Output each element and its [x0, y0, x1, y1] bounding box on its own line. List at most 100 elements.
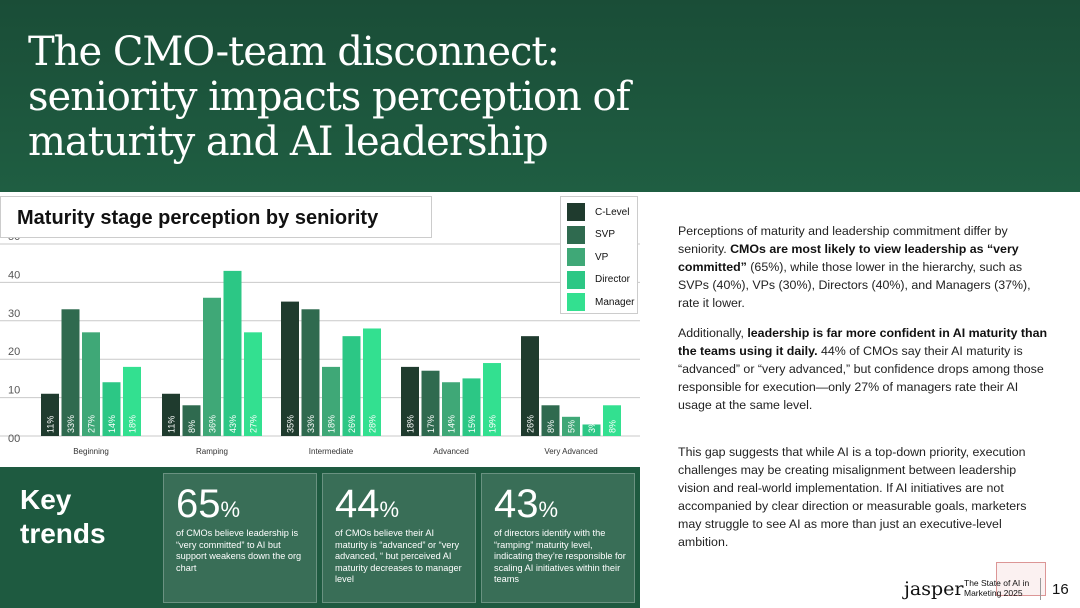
seal-stamp-icon: [996, 562, 1046, 596]
text-segment: 44% of CMOs say their AI maturity is “ad…: [678, 344, 1044, 412]
bar-value-label: 14%: [447, 415, 457, 433]
y-tick-label: 00: [8, 433, 20, 445]
bar: [244, 332, 262, 436]
bar: [582, 424, 601, 436]
trend-value: 65: [176, 482, 221, 526]
trend-description: of CMOs believe their AI maturity is “ad…: [335, 528, 462, 584]
bar: [82, 332, 100, 436]
key-trends-section: [0, 467, 640, 608]
bar-value-label: 26%: [526, 415, 536, 433]
bar: [462, 378, 481, 436]
title-line: maturity and AI leadership: [28, 119, 549, 165]
legend-label: SVP: [595, 229, 616, 240]
bar: [203, 297, 221, 436]
legend-item: Manager: [567, 293, 634, 311]
bar: [421, 370, 440, 436]
bar-value-label: 17%: [426, 415, 436, 433]
bar: [521, 336, 539, 436]
body-paragraph-2: Additionally, leadership is far more con…: [678, 324, 1048, 414]
trend-percent: %: [220, 497, 241, 522]
bar-value-label: 19%: [488, 415, 498, 433]
trend-value: 43: [494, 482, 539, 526]
bar: [603, 405, 621, 436]
bold-text: leadership is far more confident in AI m…: [678, 326, 1048, 358]
legend-label: VP: [595, 251, 609, 263]
brand-logo: jasper: [904, 578, 964, 600]
text-segment: Perceptions of maturity and leadership c…: [678, 224, 1008, 256]
bold-text: CMOs are most likely to view leadership …: [678, 242, 1019, 274]
trend-value: 44: [335, 482, 380, 526]
trend-card-1: 65% of CMOs believe leadership is “very …: [163, 473, 317, 603]
y-tick-label: 20: [8, 346, 20, 358]
trend-description: of CMOs believe leadership is “very comm…: [176, 528, 302, 573]
report-name-line: Marketing 2025: [964, 587, 1023, 598]
chart-title: Maturity stage perception by seniority: [0, 196, 432, 238]
bar: [281, 301, 299, 436]
bar-value-label: 15%: [467, 415, 477, 433]
bar: [322, 366, 340, 436]
category-label: Beginning: [73, 447, 109, 456]
trend-percent: %: [538, 497, 559, 522]
bar: [123, 366, 141, 436]
y-tick-label: 10: [8, 385, 20, 397]
bar-chart: 00102030405011%33%27%14%18%Beginning11%8…: [0, 231, 640, 456]
bar: [41, 393, 59, 436]
category-label: Intermediate: [309, 447, 354, 456]
bar-value-label: 18%: [406, 415, 416, 433]
category-label: Ramping: [196, 447, 228, 456]
header-banner: [0, 0, 1080, 192]
bar-value-label: 36%: [208, 415, 218, 433]
bar-value-label: 27%: [87, 415, 97, 433]
y-tick-label: 30: [8, 308, 20, 320]
trend-card-3: 43% of directors identify with the “ramp…: [481, 473, 635, 603]
text-segment: This gap suggests that while AI is a top…: [678, 445, 1027, 549]
legend-swatch: [567, 248, 585, 266]
trend-description: of directors identify with the “ramping”…: [494, 528, 626, 584]
bar: [61, 309, 80, 436]
title-line: The CMO-team disconnect:: [28, 29, 560, 75]
legend-label: C-Level: [595, 206, 630, 218]
trend-number: 65%: [176, 480, 240, 534]
bar-value-label: 11%: [167, 416, 177, 433]
chart-legend: C-Level SVP VP Director Manager: [560, 196, 638, 314]
bar: [363, 328, 381, 436]
trend-number: 44%: [335, 480, 399, 534]
bar-value-label: 5%: [567, 420, 577, 433]
bar-value-label: 35%: [286, 415, 296, 433]
key-trends-line: Key: [20, 484, 72, 515]
category-label: Advanced: [433, 447, 469, 456]
legend-item: C-Level: [567, 203, 629, 221]
bar: [182, 405, 201, 436]
bar-value-label: 43%: [228, 415, 238, 433]
bar-value-label: 18%: [128, 415, 138, 433]
text-segment: Additionally,: [678, 326, 748, 340]
report-name-line: The State of AI in: [964, 578, 1030, 588]
key-trends-line: trends: [20, 518, 106, 549]
bar: [483, 363, 501, 436]
trend-percent: %: [379, 497, 400, 522]
key-trends-label: Key trends: [20, 483, 106, 551]
bar-value-label: 27%: [249, 415, 259, 433]
category-label: Very Advanced: [544, 447, 597, 456]
trend-number: 43%: [494, 480, 558, 534]
bar: [162, 393, 180, 436]
body-paragraph-1: Perceptions of maturity and leadership c…: [678, 222, 1048, 312]
body-paragraph-3: This gap suggests that while AI is a top…: [678, 443, 1048, 551]
bar: [562, 416, 580, 436]
bar-value-label: 28%: [368, 415, 378, 433]
title-line: seniority impacts perception of: [28, 74, 630, 120]
legend-swatch: [567, 203, 585, 221]
bar-value-label: 8%: [187, 420, 197, 433]
bar-value-label: 33%: [306, 415, 316, 433]
page-number: 16: [1052, 581, 1069, 598]
bar-value-label: 3%: [587, 420, 597, 433]
legend-swatch: [567, 270, 585, 289]
bar-value-label: 26%: [347, 415, 357, 433]
legend-swatch: [567, 293, 585, 311]
bar: [401, 366, 419, 436]
bar: [223, 270, 242, 436]
text-panel: [640, 192, 1080, 608]
trend-card-2: 44% of CMOs believe their AI maturity is…: [322, 473, 476, 603]
text-segment: (65%), while those lower in the hierarch…: [678, 260, 1031, 310]
bar-value-label: 33%: [66, 415, 76, 433]
